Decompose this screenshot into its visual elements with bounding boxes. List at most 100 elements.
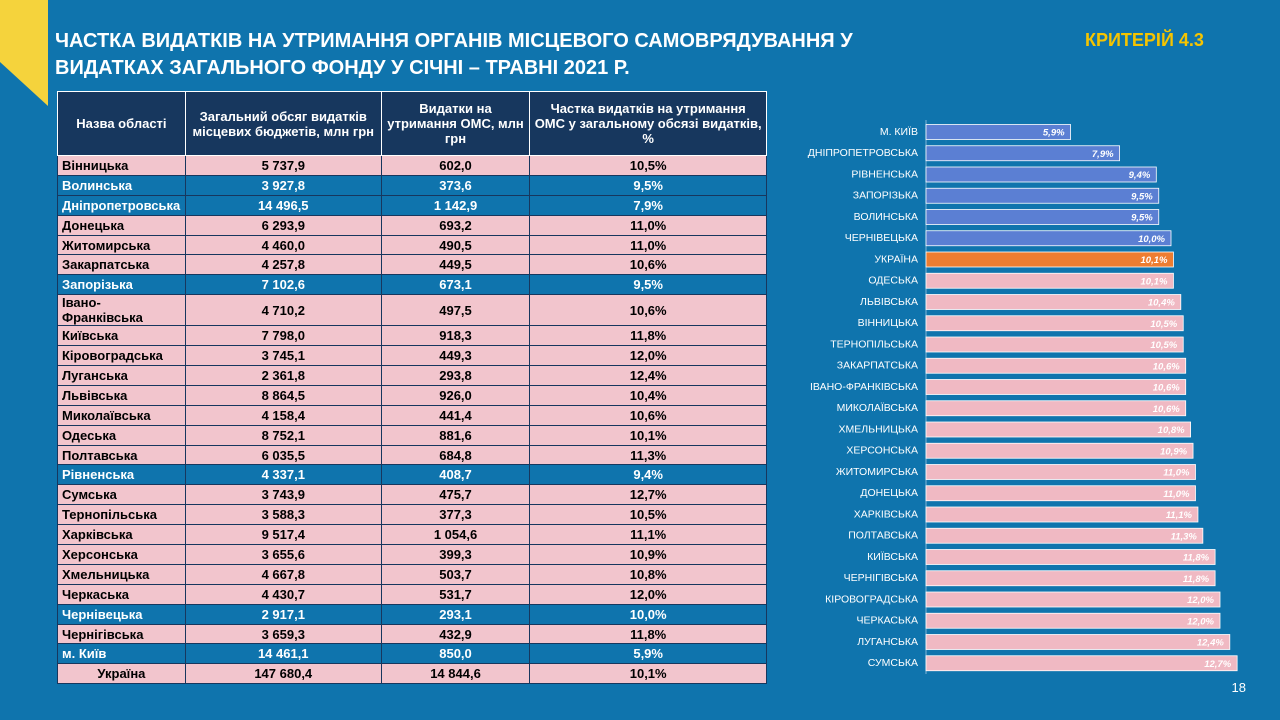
column-header: Назва області (57, 91, 186, 156)
table-cell: 377,3 (380, 504, 531, 526)
table-cell: Волинська (57, 174, 186, 196)
category-label: ЛЬВІВСЬКА (860, 296, 918, 308)
table-cell: 11,1% (529, 524, 767, 546)
table-cell: 10,8% (529, 563, 767, 585)
value-label: 10,1% (1141, 276, 1168, 287)
table-cell: 10,6% (529, 294, 767, 327)
table-cell: 8 752,1 (184, 424, 382, 446)
table-cell: 475,7 (380, 484, 531, 506)
table-row: Одеська 8 752,1 881,6 10,1% (57, 424, 767, 446)
table-cell: 850,0 (380, 643, 531, 665)
table-cell: 10,6% (529, 254, 767, 276)
bar (925, 230, 1172, 247)
bar (925, 421, 1192, 438)
value-label: 10,6% (1153, 404, 1180, 415)
value-label: 12,0% (1187, 616, 1214, 627)
table-cell: Київська (57, 325, 186, 347)
value-label: 10,4% (1148, 298, 1175, 309)
table-cell: 10,5% (529, 155, 767, 176)
value-label: 10,5% (1150, 319, 1177, 330)
table-cell: Україна (57, 663, 186, 685)
table-cell: Херсонська (57, 544, 186, 565)
value-label: 10,6% (1153, 361, 1180, 372)
table-cell: 9,5% (529, 274, 767, 296)
table-cell: Сумська (57, 484, 186, 506)
table-row: Миколаївська 4 158,4 441,4 10,6% (57, 404, 767, 426)
column-header: Загальний обсяг видатків місцевих бюджет… (184, 91, 382, 156)
table-cell: 7 798,0 (184, 325, 382, 347)
table-cell: 11,8% (529, 325, 767, 347)
table-cell: 432,9 (380, 623, 531, 645)
bar (925, 527, 1204, 544)
table-row: Україна 147 680,4 14 844,6 10,1% (57, 663, 767, 685)
table-cell: Луганська (57, 365, 186, 386)
table-cell: 12,7% (529, 484, 767, 506)
table-row: Чернівецька 2 917,1 293,1 10,0% (57, 603, 767, 625)
table-cell: 1 054,6 (380, 524, 531, 546)
table-cell: 12,0% (529, 583, 767, 605)
value-label: 7,9% (1092, 149, 1114, 160)
table-cell: 8 864,5 (184, 384, 382, 406)
table-cell: Чернігівська (57, 623, 186, 645)
column-header: Видатки на утримання ОМС, млн грн (380, 91, 531, 156)
table-cell: 2 361,8 (184, 365, 382, 386)
table-cell: 3 927,8 (184, 174, 382, 196)
table-cell: 399,3 (380, 544, 531, 565)
category-label: ЧЕРНІГІВСЬКА (844, 572, 918, 584)
table-cell: 10,9% (529, 544, 767, 565)
table-cell: 684,8 (380, 444, 531, 466)
corner-decor (0, 0, 48, 106)
table-cell: 293,1 (380, 603, 531, 625)
table-row: Херсонська 3 655,6 399,3 10,9% (57, 544, 767, 565)
table-row: Черкаська 4 430,7 531,7 12,0% (57, 583, 767, 605)
category-label: М. КИЇВ (880, 126, 918, 138)
table-cell: 3 659,3 (184, 623, 382, 645)
table-cell: 449,3 (380, 345, 531, 367)
category-label: ЧЕРНІВЕЦЬКА (845, 232, 918, 244)
value-label: 11,8% (1183, 574, 1210, 585)
table-cell: 12,4% (529, 365, 767, 386)
table-cell: Запорізька (57, 274, 186, 296)
table-cell: 1 142,9 (380, 194, 531, 216)
table-cell: 14 844,6 (380, 663, 531, 685)
value-label: 12,7% (1204, 659, 1231, 670)
table-cell: Хмельницька (57, 563, 186, 585)
category-label: МИКОЛАЇВСЬКА (837, 402, 918, 414)
table-cell: Закарпатська (57, 254, 186, 276)
table-cell: 10,1% (529, 424, 767, 446)
value-label: 11,0% (1163, 489, 1190, 500)
bar (925, 506, 1199, 523)
category-label: ТЕРНОПІЛЬСЬКА (830, 338, 918, 350)
table-row: Чернігівська 3 659,3 432,9 11,8% (57, 623, 767, 645)
value-label: 5,9% (1043, 128, 1065, 139)
table-cell: Миколаївська (57, 404, 186, 426)
table-cell: Донецька (57, 214, 186, 236)
table-cell: Вінницька (57, 155, 186, 176)
table-row: Полтавська 6 035,5 684,8 11,3% (57, 444, 767, 466)
table-cell: 497,5 (380, 294, 531, 327)
value-label: 10,9% (1160, 446, 1187, 457)
category-label: СУМСЬКА (868, 657, 918, 669)
table-row: Донецька 6 293,9 693,2 11,0% (57, 214, 767, 236)
bar (925, 315, 1184, 332)
table-cell: 6 293,9 (184, 214, 382, 236)
title: ЧАСТКА ВИДАТКІВ НА УТРИМАННЯ ОРГАНІВ МІС… (55, 30, 853, 79)
table-row: Дніпропетровська 14 496,5 1 142,9 7,9% (57, 194, 767, 216)
category-label: ЗАПОРІЗЬКА (853, 190, 918, 202)
table-cell: Рівненська (57, 464, 186, 486)
table-cell: 10,1% (529, 663, 767, 685)
category-label: ЛУГАНСЬКА (857, 636, 918, 648)
value-label: 11,0% (1163, 468, 1190, 479)
bar (925, 400, 1187, 417)
column-header: Частка видатків на утримання ОМС у загал… (529, 91, 767, 156)
category-label: ВІННИЦЬКА (858, 317, 918, 329)
table-cell: 6 035,5 (184, 444, 382, 466)
table-cell: 147 680,4 (184, 663, 382, 685)
bar (925, 251, 1174, 268)
table-cell: 4 158,4 (184, 404, 382, 426)
table-row: Тернопільська 3 588,3 377,3 10,5% (57, 504, 767, 526)
table-row: Рівненська 4 337,1 408,7 9,4% (57, 464, 767, 486)
table-cell: 9,5% (529, 174, 767, 196)
table-row: Львівська 8 864,5 926,0 10,4% (57, 384, 767, 406)
